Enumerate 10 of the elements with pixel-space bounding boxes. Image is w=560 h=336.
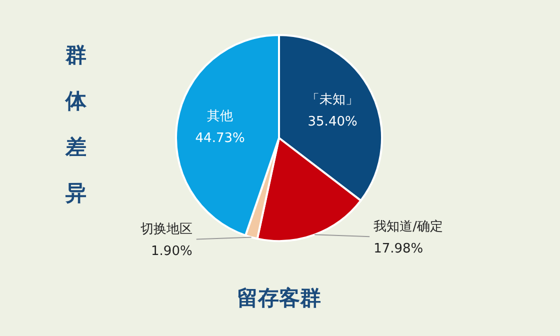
data-label: 17.98%: [374, 242, 424, 257]
data-label: 44.73%: [195, 131, 245, 146]
data-label: 1.90%: [151, 244, 192, 260]
slice-label: 我知道/确定: [374, 220, 443, 235]
text: 留存客群: [237, 286, 321, 310]
slice-label: 其他: [207, 109, 234, 124]
text: 群体差异: [64, 43, 88, 205]
data-label: 35.40%: [308, 114, 358, 130]
slice-label: 「未知」: [306, 92, 359, 108]
slice-label: 切换地区: [140, 222, 192, 238]
